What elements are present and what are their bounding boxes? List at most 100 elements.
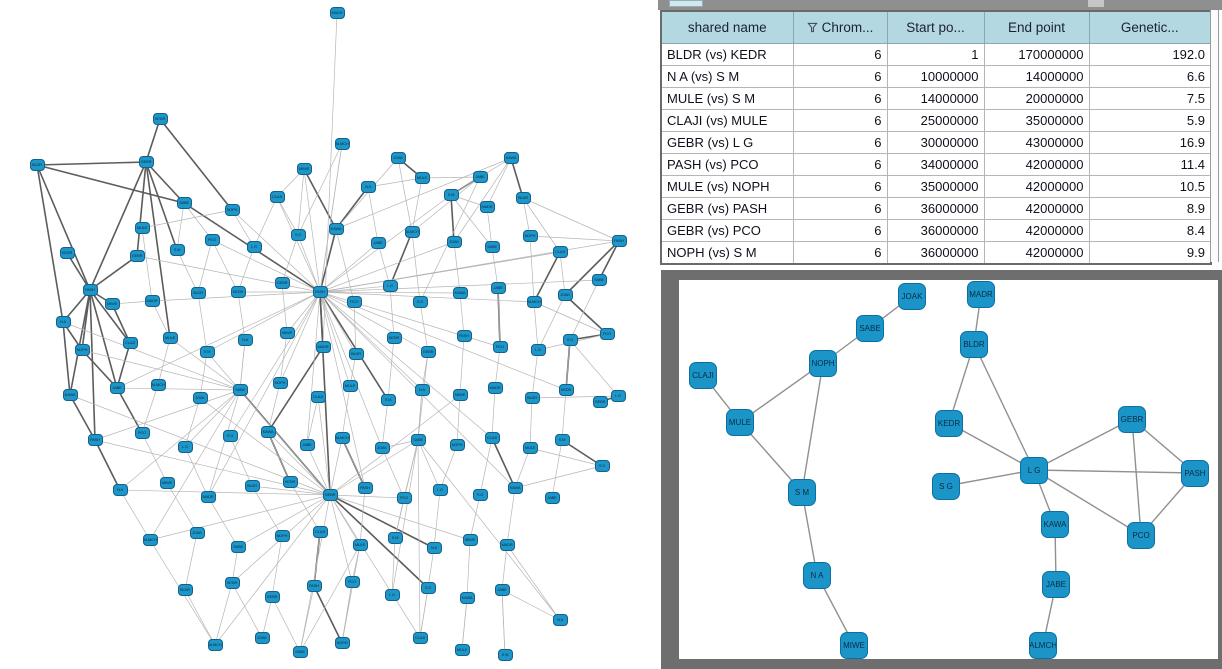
- network-edge[interactable]: [569, 339, 619, 397]
- detail-node-n-a[interactable]: N A: [803, 561, 831, 589]
- overview-node[interactable]: S M: [380, 394, 396, 406]
- overview-node[interactable]: JOAK: [446, 236, 462, 248]
- table-cell[interactable]: 6.6: [1088, 65, 1212, 88]
- network-edge[interactable]: [329, 494, 429, 589]
- overview-node[interactable]: PCO: [344, 576, 360, 588]
- overview-node[interactable]: S M: [497, 649, 513, 661]
- network-edge[interactable]: [141, 432, 168, 484]
- table-cell[interactable]: 170000000: [983, 43, 1090, 66]
- network-edge[interactable]: [207, 389, 241, 498]
- network-edge[interactable]: [253, 196, 278, 248]
- network-edge[interactable]: [297, 234, 321, 293]
- network-edge[interactable]: [119, 489, 151, 541]
- network-edge[interactable]: [319, 291, 461, 294]
- table-cell[interactable]: GEBR (vs) L G: [660, 131, 794, 154]
- overview-node[interactable]: BLDR: [190, 287, 206, 299]
- network-edge[interactable]: [319, 291, 567, 391]
- overview-node[interactable]: MIWE: [279, 327, 295, 339]
- network-edge[interactable]: [207, 291, 321, 498]
- overview-node[interactable]: L G: [432, 484, 448, 496]
- table-row[interactable]: GEBR (vs) PASH 6 36000000 42000000 8.9: [660, 197, 1212, 220]
- network-edge[interactable]: [439, 444, 458, 491]
- table-cell[interactable]: 6: [792, 87, 888, 110]
- overview-node[interactable]: GEBR: [322, 489, 338, 501]
- network-edge[interactable]: [319, 240, 620, 293]
- table-cell[interactable]: 10.5: [1088, 175, 1212, 198]
- network-edge[interactable]: [319, 291, 423, 391]
- table-cell[interactable]: 6: [792, 175, 888, 198]
- network-edge[interactable]: [533, 301, 608, 335]
- table-row[interactable]: CLAJI (vs) MULE 6 25000000 35000000 5.9: [660, 109, 1212, 132]
- overview-node[interactable]: MULE: [162, 332, 178, 344]
- network-edge[interactable]: [251, 485, 331, 496]
- network-edge[interactable]: [319, 291, 366, 489]
- table-cell[interactable]: 8.9: [1088, 197, 1212, 220]
- overview-node[interactable]: GEBR: [129, 250, 145, 262]
- table-row[interactable]: NOPH (vs) S M 6 36000000 42000000 9.9: [660, 241, 1212, 265]
- overview-node[interactable]: KEDR: [152, 113, 168, 125]
- detail-node-mule[interactable]: MULE: [726, 408, 754, 436]
- network-edge[interactable]: [381, 399, 389, 449]
- table-cell[interactable]: 35000000: [983, 109, 1090, 132]
- overview-node[interactable]: S G: [562, 334, 578, 346]
- overview-node[interactable]: L G: [177, 441, 193, 453]
- detail-node-noph[interactable]: NOPH: [809, 349, 837, 377]
- overview-node[interactable]: N A: [237, 334, 253, 346]
- overview-node[interactable]: PCO: [346, 296, 362, 308]
- overview-node[interactable]: KAWA: [62, 389, 78, 401]
- network-edge[interactable]: [36, 164, 64, 323]
- network-edge[interactable]: [389, 231, 413, 287]
- network-edge[interactable]: [491, 437, 516, 489]
- network-edge[interactable]: [145, 118, 161, 163]
- network-edge[interactable]: [565, 339, 571, 391]
- network-edge[interactable]: [453, 157, 512, 243]
- overview-node[interactable]: S M: [554, 434, 570, 446]
- overview-node[interactable]: PASH: [357, 482, 373, 494]
- network-edge[interactable]: [537, 294, 566, 351]
- network-edge[interactable]: [359, 487, 366, 546]
- overview-node[interactable]: JABE: [544, 492, 560, 504]
- network-edge[interactable]: [1033, 418, 1133, 471]
- overview-node[interactable]: S G: [594, 460, 610, 472]
- overview-node[interactable]: KEDR: [386, 332, 402, 344]
- network-edge[interactable]: [297, 168, 305, 236]
- table-cell[interactable]: 43000000: [983, 131, 1090, 154]
- detail-node-jabe[interactable]: JABE: [1042, 570, 1070, 598]
- overview-node[interactable]: BLDR: [348, 348, 364, 360]
- table-cell[interactable]: GEBR (vs) PCO: [660, 219, 794, 242]
- network-edge[interactable]: [229, 291, 321, 437]
- network-edge[interactable]: [417, 389, 423, 441]
- network-edge[interactable]: [319, 291, 493, 439]
- overview-node[interactable]: MADR: [144, 295, 160, 307]
- table-cell[interactable]: 42000000: [983, 175, 1090, 198]
- overview-node[interactable]: MULE: [342, 380, 358, 392]
- table-cell[interactable]: 6: [792, 131, 888, 154]
- network-edge[interactable]: [184, 589, 216, 646]
- network-edge[interactable]: [69, 394, 96, 441]
- network-edge[interactable]: [62, 321, 241, 391]
- network-edge[interactable]: [1033, 469, 1196, 474]
- overview-node[interactable]: SABE: [410, 434, 426, 446]
- network-edge[interactable]: [89, 161, 147, 291]
- overview-node[interactable]: KAWA: [459, 592, 475, 604]
- network-edge[interactable]: [289, 481, 321, 533]
- network-edge[interactable]: [501, 589, 561, 621]
- network-edge[interactable]: [89, 289, 131, 344]
- overview-node[interactable]: GEBR: [138, 156, 154, 168]
- network-edge[interactable]: [391, 439, 419, 596]
- network-edge[interactable]: [184, 532, 198, 591]
- detail-node-gebr[interactable]: GEBR: [1118, 405, 1146, 433]
- network-edge[interactable]: [136, 255, 321, 293]
- network-edge[interactable]: [561, 389, 567, 441]
- overview-node[interactable]: NOPH: [74, 344, 90, 356]
- vertical-scrollbar-track[interactable]: [1210, 10, 1219, 262]
- overview-node[interactable]: JABE: [299, 439, 315, 451]
- overview-node[interactable]: KEDR: [59, 247, 75, 259]
- network-edge[interactable]: [506, 487, 516, 546]
- network-edge[interactable]: [141, 227, 153, 302]
- network-edge[interactable]: [319, 242, 379, 293]
- network-edge[interactable]: [306, 444, 331, 496]
- overview-node[interactable]: KAWA: [328, 223, 344, 235]
- overview-node[interactable]: S G: [472, 489, 488, 501]
- overview-node[interactable]: CLAJI: [412, 632, 428, 644]
